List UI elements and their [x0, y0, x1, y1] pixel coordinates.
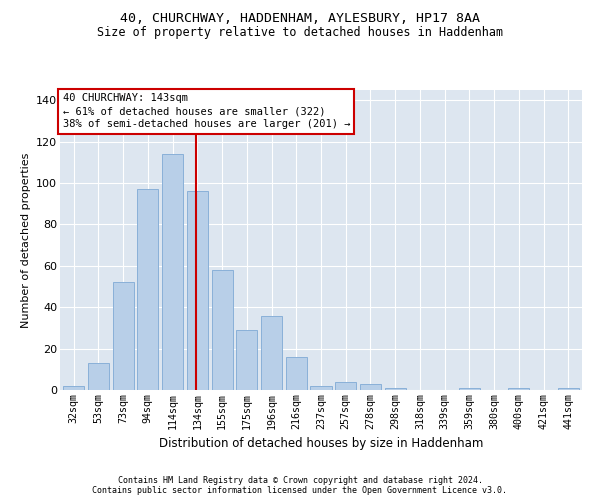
Text: Contains public sector information licensed under the Open Government Licence v3: Contains public sector information licen… — [92, 486, 508, 495]
Bar — [88, 363, 109, 390]
Bar — [261, 316, 282, 390]
Bar — [335, 382, 356, 390]
Text: 40, CHURCHWAY, HADDENHAM, AYLESBURY, HP17 8AA: 40, CHURCHWAY, HADDENHAM, AYLESBURY, HP1… — [120, 12, 480, 26]
X-axis label: Distribution of detached houses by size in Haddenham: Distribution of detached houses by size … — [159, 437, 483, 450]
Bar — [360, 384, 381, 390]
Bar — [162, 154, 183, 390]
Bar — [187, 192, 208, 390]
Bar — [236, 330, 257, 390]
Text: Size of property relative to detached houses in Haddenham: Size of property relative to detached ho… — [97, 26, 503, 39]
Bar — [212, 270, 233, 390]
Text: 40 CHURCHWAY: 143sqm
← 61% of detached houses are smaller (322)
38% of semi-deta: 40 CHURCHWAY: 143sqm ← 61% of detached h… — [62, 93, 350, 130]
Text: Contains HM Land Registry data © Crown copyright and database right 2024.: Contains HM Land Registry data © Crown c… — [118, 476, 482, 485]
Bar — [286, 357, 307, 390]
Bar — [310, 386, 332, 390]
Bar — [63, 386, 84, 390]
Bar — [113, 282, 134, 390]
Bar — [385, 388, 406, 390]
Bar — [137, 190, 158, 390]
Bar — [459, 388, 480, 390]
Bar — [558, 388, 579, 390]
Y-axis label: Number of detached properties: Number of detached properties — [20, 152, 31, 328]
Bar — [508, 388, 529, 390]
